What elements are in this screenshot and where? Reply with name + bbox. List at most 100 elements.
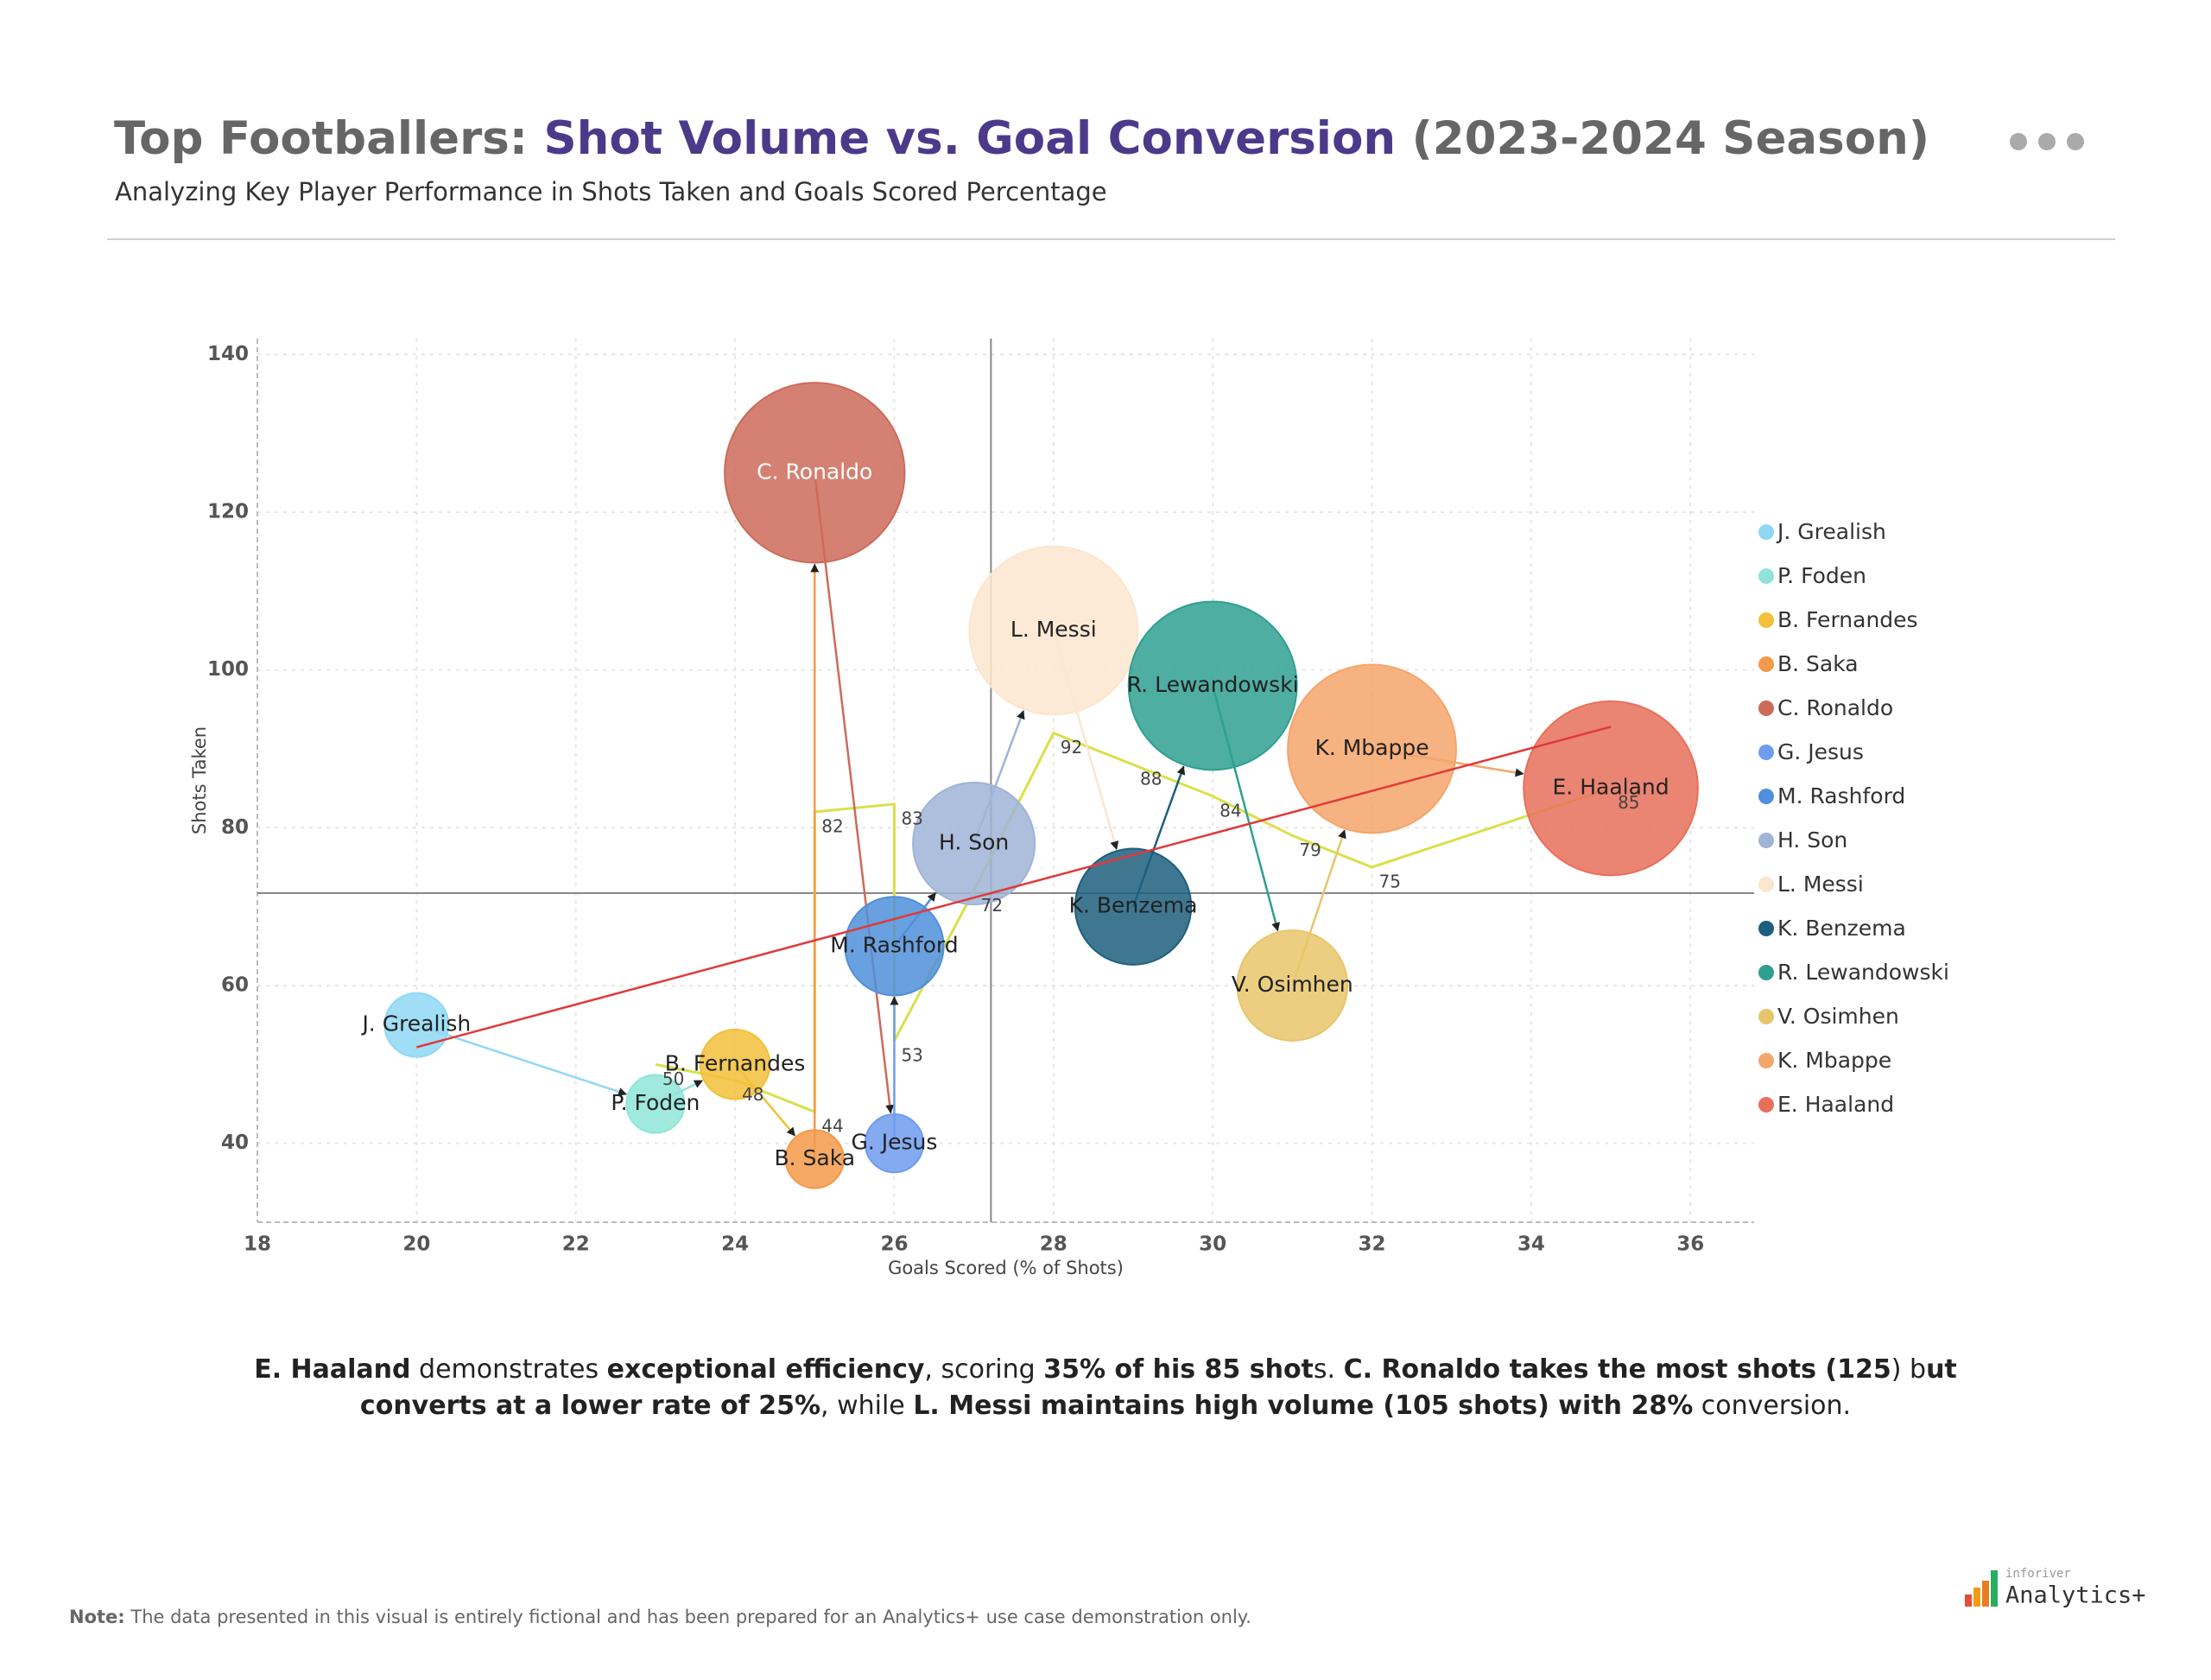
bubble: [724, 382, 906, 564]
bubble-label: P. Foden: [611, 1090, 700, 1115]
legend-label: K. Mbappe: [1777, 1048, 1891, 1073]
line-label: 88: [1140, 769, 1162, 789]
line-label: 44: [821, 1116, 843, 1137]
bubble-label: B. Fernandes: [665, 1050, 806, 1075]
title-part: (2023-2024 Season): [1396, 112, 1930, 165]
legend-swatch: [1758, 524, 1774, 540]
x-tick-label: 34: [1517, 1233, 1545, 1256]
bubble: [699, 1029, 771, 1100]
line-label: 50: [662, 1068, 684, 1089]
summary-part: demonstrates: [410, 1354, 607, 1385]
bubble: [1074, 847, 1193, 966]
legend-label: E. Haaland: [1777, 1092, 1894, 1117]
line-label: 75: [1379, 871, 1401, 891]
legend-swatch: [1758, 921, 1774, 936]
line-label: 85: [1618, 792, 1639, 813]
line-label: 83: [901, 808, 922, 828]
line-label: 82: [821, 816, 843, 837]
bubble: [1236, 929, 1349, 1042]
logo-graphic: inforiver Analytics+: [1965, 1567, 2146, 1609]
legend-swatch: [1758, 612, 1774, 628]
bubble-label: J. Grealish: [360, 1011, 471, 1037]
bubble: [968, 545, 1139, 716]
logo-name: Analytics+: [2005, 1582, 2146, 1609]
bubble: [784, 1129, 845, 1189]
bubble: [1287, 663, 1457, 834]
legend-label: P. Foden: [1777, 563, 1866, 588]
chart: 18 20 22 24 26 28 30 32 34 36 40 60 80 100 120 140 Goals…: [189, 339, 1949, 1278]
summary-part: exceptional efficiency: [606, 1354, 925, 1385]
logo: inforiver Analytics+: [1961, 1562, 2151, 1617]
bubble: [1523, 700, 1699, 877]
legend-label: K. Benzema: [1777, 916, 1906, 941]
legend-label: B. Fernandes: [1777, 607, 1918, 632]
bubble-label: R. Lewandowski: [1127, 672, 1299, 697]
bubble-label: V. Osimhen: [1232, 972, 1353, 997]
bubble: [844, 896, 945, 997]
connector: [415, 1024, 628, 1096]
summary-part: , while: [820, 1391, 914, 1421]
note: Note: The data presented in this visual …: [69, 1607, 1251, 1627]
x-tick-label: 22: [562, 1233, 590, 1256]
note-text: The data presented in this visual is ent…: [124, 1607, 1251, 1627]
legend-label: C. Ronaldo: [1777, 695, 1893, 720]
legend-label: B. Saka: [1777, 651, 1859, 676]
legend-swatch: [1758, 877, 1774, 892]
y-tick-label: 60: [221, 973, 249, 996]
legend-label: V. Osimhen: [1777, 1004, 1899, 1029]
summary-part: E. Haaland: [254, 1354, 411, 1385]
bubble-label: H. Son: [939, 830, 1009, 855]
x-tick-label: 30: [1199, 1233, 1226, 1256]
bubble: [625, 1074, 686, 1134]
bubble: [1127, 600, 1298, 771]
bubble-label: E. Haaland: [1553, 775, 1669, 800]
y-tick-label: 100: [207, 658, 249, 681]
bubble-label: M. Rashford: [830, 932, 958, 957]
x-tick-label: 18: [244, 1233, 271, 1256]
title-part: Shot Volume vs. Goal Conversion: [543, 112, 1397, 165]
y-tick-label: 40: [221, 1132, 249, 1154]
legend-label: J. Grealish: [1776, 519, 1886, 544]
title-part: Top Footballers:: [114, 112, 544, 165]
legend-swatch: [1758, 789, 1774, 804]
x-tick-label: 36: [1676, 1233, 1704, 1256]
summary-part: s.: [1313, 1354, 1344, 1385]
summary-part: conversion.: [1693, 1391, 1852, 1421]
legend-label: H. Son: [1777, 827, 1847, 853]
x-tick-label: 26: [880, 1233, 908, 1256]
bubble-label: G. Jesus: [851, 1130, 937, 1155]
x-tick-label: 32: [1359, 1233, 1386, 1256]
legend-label: G. Jesus: [1777, 739, 1864, 764]
legend-label: L. Messi: [1777, 872, 1864, 897]
line-label: 84: [1220, 800, 1241, 821]
bubble-label: K. Mbappe: [1315, 735, 1429, 760]
legend-swatch: [1758, 965, 1774, 980]
bubble-label: B. Saka: [774, 1145, 855, 1170]
x-tick-label: 28: [1040, 1233, 1067, 1256]
legend-swatch: [1758, 656, 1774, 672]
logo-small: inforiver: [2005, 1567, 2071, 1581]
connector: [814, 472, 895, 1114]
summary-part: ) b: [1891, 1354, 1927, 1385]
legend-swatch: [1758, 1009, 1774, 1024]
more-menu[interactable]: [2008, 131, 2086, 152]
summary-part: 35% of his 85 shot: [1043, 1354, 1314, 1385]
legend-swatch: [1758, 701, 1774, 716]
legend-swatch: [1758, 1053, 1774, 1068]
trend-line: [416, 726, 1612, 1049]
chart-title: Top Footballers: Shot Volume vs. Goal Co…: [114, 112, 1929, 165]
x-axis-title: Goals Scored (% of Shots): [888, 1258, 1124, 1278]
bubble-label: C. Ronaldo: [757, 459, 872, 484]
legend-swatch: [1758, 1097, 1774, 1113]
legend-label: R. Lewandowski: [1777, 960, 1949, 985]
bubble-label: L. Messi: [1010, 617, 1097, 642]
separator: [107, 238, 2115, 240]
summary-part: C. Ronaldo takes the most shots (125: [1343, 1354, 1891, 1385]
legend-swatch: [1758, 745, 1774, 760]
y-tick-label: 140: [207, 343, 249, 365]
x-tick-label: 24: [721, 1233, 749, 1256]
line-label: 48: [742, 1084, 763, 1105]
line-label: 72: [981, 895, 1003, 916]
x-tick-label: 20: [402, 1233, 430, 1256]
